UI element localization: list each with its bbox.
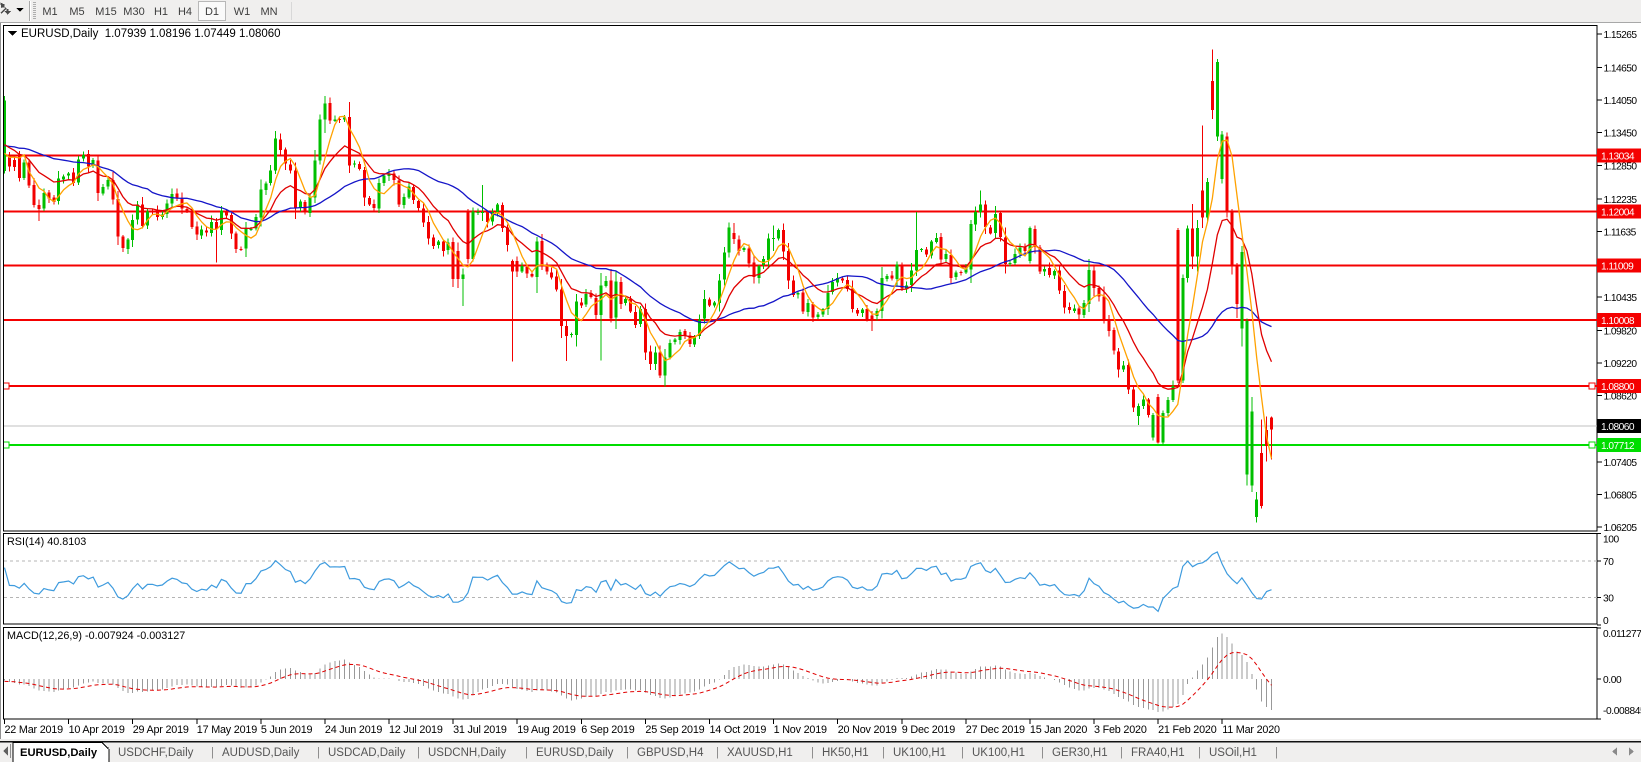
svg-text:21 Feb 2020: 21 Feb 2020	[1158, 724, 1217, 736]
svg-text:14 Oct 2019: 14 Oct 2019	[710, 724, 767, 736]
svg-text:MACD(12,26,9) -0.007924 -0.003: MACD(12,26,9) -0.007924 -0.003127	[7, 630, 185, 642]
svg-text:29 Apr 2019: 29 Apr 2019	[133, 724, 189, 736]
svg-text:1.13450: 1.13450	[1604, 129, 1638, 140]
svg-text:3 Feb 2020: 3 Feb 2020	[1094, 724, 1147, 736]
svg-text:-0.008845: -0.008845	[1603, 706, 1641, 717]
svg-text:M1: M1	[42, 6, 57, 18]
svg-text:H1: H1	[154, 6, 168, 18]
svg-text:|: |	[525, 747, 528, 759]
svg-text:1.08800: 1.08800	[1601, 382, 1635, 393]
svg-text:1.06805: 1.06805	[1604, 491, 1638, 502]
svg-text:1.12235: 1.12235	[1604, 195, 1638, 206]
svg-text:MN: MN	[260, 6, 277, 18]
svg-text:1.14650: 1.14650	[1604, 63, 1638, 74]
svg-text:|: |	[961, 747, 964, 759]
svg-text:|: |	[317, 747, 320, 759]
svg-text:GER30,H1: GER30,H1	[1052, 747, 1108, 759]
svg-text:|: |	[882, 747, 885, 759]
svg-text:1.13034: 1.13034	[1601, 151, 1635, 162]
svg-text:HK50,H1: HK50,H1	[822, 747, 869, 759]
svg-text:|: |	[1198, 747, 1201, 759]
svg-text:10 Apr 2019: 10 Apr 2019	[69, 724, 125, 736]
svg-text:1.08620: 1.08620	[1604, 392, 1638, 403]
svg-text:|: |	[716, 747, 719, 759]
svg-text:1.09220: 1.09220	[1604, 359, 1638, 370]
svg-text:UK100,H1: UK100,H1	[972, 747, 1025, 759]
svg-text:M5: M5	[69, 6, 84, 18]
svg-text:|: |	[417, 747, 420, 759]
svg-text:25 Sep 2019: 25 Sep 2019	[645, 724, 704, 736]
svg-text:70: 70	[1603, 557, 1614, 568]
svg-text:EURUSD,Daily: EURUSD,Daily	[20, 747, 98, 759]
svg-text:|: |	[811, 747, 814, 759]
svg-text:31 Jul 2019: 31 Jul 2019	[453, 724, 507, 736]
svg-text:|: |	[626, 747, 629, 759]
svg-text:0: 0	[1603, 616, 1609, 627]
svg-text:USDCAD,Daily: USDCAD,Daily	[328, 747, 406, 759]
svg-text:1 Nov 2019: 1 Nov 2019	[774, 724, 827, 736]
svg-text:FRA40,H1: FRA40,H1	[1131, 747, 1185, 759]
svg-text:27 Dec 2019: 27 Dec 2019	[966, 724, 1025, 736]
svg-text:30: 30	[1603, 594, 1614, 605]
svg-text:USOil,H1: USOil,H1	[1209, 747, 1257, 759]
svg-text:22 Mar 2019: 22 Mar 2019	[5, 724, 64, 736]
svg-text:GBPUSD,H4: GBPUSD,H4	[637, 747, 704, 759]
svg-text:USDCNH,Daily: USDCNH,Daily	[428, 747, 506, 759]
svg-text:0.011277: 0.011277	[1603, 629, 1641, 640]
svg-text:M30: M30	[123, 6, 144, 18]
svg-text:24 Jun 2019: 24 Jun 2019	[325, 724, 382, 736]
svg-text:1.14050: 1.14050	[1604, 96, 1638, 107]
svg-text:17 May 2019: 17 May 2019	[197, 724, 257, 736]
svg-text:11 Mar 2020: 11 Mar 2020	[1222, 724, 1280, 736]
svg-text:|: |	[1041, 747, 1044, 759]
svg-text:AUDUSD,Daily: AUDUSD,Daily	[222, 747, 300, 759]
svg-text:12 Jul 2019: 12 Jul 2019	[389, 724, 443, 736]
svg-text:20 Nov 2019: 20 Nov 2019	[838, 724, 897, 736]
svg-text:6 Sep 2019: 6 Sep 2019	[581, 724, 634, 736]
svg-text:1.09820: 1.09820	[1604, 326, 1638, 337]
svg-text:1.07712: 1.07712	[1601, 441, 1635, 452]
svg-text:1.11635: 1.11635	[1604, 228, 1637, 239]
svg-text:19 Aug 2019: 19 Aug 2019	[517, 724, 576, 736]
svg-text:|: |	[211, 747, 214, 759]
svg-text:EURUSD,Daily 1.07939 1.08196: EURUSD,Daily 1.07939 1.08196 1.07449 1.0…	[21, 28, 281, 40]
svg-text:1.12850: 1.12850	[1604, 161, 1638, 172]
svg-text:EURUSD,Daily: EURUSD,Daily	[536, 747, 614, 759]
svg-text:15 Jan 2020: 15 Jan 2020	[1030, 724, 1087, 736]
svg-text:100: 100	[1603, 535, 1620, 546]
svg-text:H4: H4	[178, 6, 192, 18]
svg-text:1.10435: 1.10435	[1604, 293, 1638, 304]
svg-text:|: |	[1120, 747, 1123, 759]
svg-text:|: |	[107, 747, 110, 759]
svg-text:D1: D1	[205, 6, 219, 18]
svg-text:0.00: 0.00	[1603, 675, 1622, 686]
svg-text:5 Jun 2019: 5 Jun 2019	[261, 724, 313, 736]
svg-text:USDCHF,Daily: USDCHF,Daily	[118, 747, 194, 759]
svg-text:UK100,H1: UK100,H1	[893, 747, 946, 759]
svg-text:W1: W1	[234, 6, 251, 18]
svg-text:9 Dec 2019: 9 Dec 2019	[902, 724, 955, 736]
svg-text:1.06205: 1.06205	[1604, 523, 1638, 534]
svg-text:1.12004: 1.12004	[1601, 207, 1635, 218]
svg-text:RSI(14) 40.8103: RSI(14) 40.8103	[7, 536, 86, 548]
svg-text:|: |	[1275, 747, 1278, 759]
svg-text:M15: M15	[95, 6, 116, 18]
svg-text:XAUUSD,H1: XAUUSD,H1	[727, 747, 793, 759]
svg-text:1.10008: 1.10008	[1601, 316, 1635, 327]
svg-text:1.08060: 1.08060	[1601, 422, 1635, 433]
svg-text:1.15265: 1.15265	[1604, 30, 1638, 41]
svg-text:1.11009: 1.11009	[1601, 262, 1634, 273]
svg-text:1.07405: 1.07405	[1604, 458, 1638, 469]
